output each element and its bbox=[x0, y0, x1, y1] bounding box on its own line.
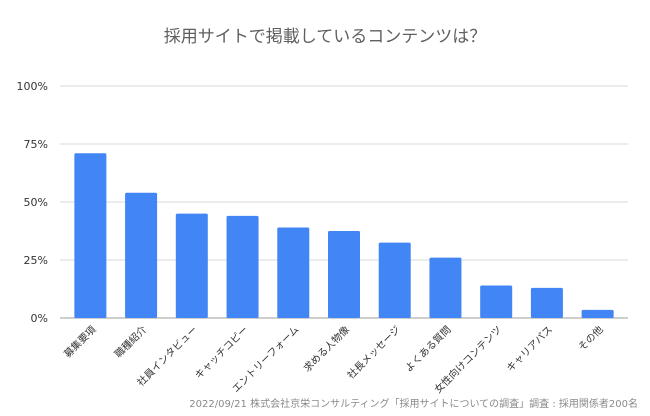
x-tick-label: よくある質問 bbox=[402, 323, 454, 375]
bars bbox=[74, 153, 614, 318]
x-tick-label: 職種紹介 bbox=[112, 323, 149, 360]
x-tick-label: キャリアパス bbox=[504, 324, 555, 375]
x-tick-label: 社長メッセージ bbox=[344, 323, 403, 382]
x-tick-label: 募集要項 bbox=[61, 323, 98, 360]
bar bbox=[175, 213, 208, 318]
bar bbox=[378, 242, 411, 318]
y-axis: 0% 25% 50% 75% 100% bbox=[17, 80, 48, 325]
bar bbox=[74, 153, 107, 318]
y-tick-label: 100% bbox=[17, 80, 48, 93]
bar bbox=[480, 285, 513, 318]
bar bbox=[328, 231, 360, 318]
bar bbox=[226, 215, 259, 318]
x-tick-label: 求める人物像 bbox=[301, 323, 353, 375]
x-tick-label: キャッチコピー bbox=[193, 324, 251, 382]
bar bbox=[530, 287, 563, 318]
source-note: 2022/09/21 株式会社京栄コンサルティング「採用サイトについての調査」調… bbox=[189, 399, 638, 410]
y-tick-label: 75% bbox=[24, 138, 48, 151]
bar bbox=[125, 192, 158, 318]
bar bbox=[429, 257, 462, 318]
bar bbox=[581, 309, 614, 318]
y-tick-label: 50% bbox=[24, 196, 48, 209]
x-tick-label: その他 bbox=[575, 323, 605, 353]
chart-title: 採用サイトで掲載しているコンテンツは？ bbox=[163, 27, 487, 47]
y-tick-label: 25% bbox=[24, 254, 48, 267]
y-tick-label: 0% bbox=[31, 312, 48, 325]
bar bbox=[277, 227, 310, 318]
